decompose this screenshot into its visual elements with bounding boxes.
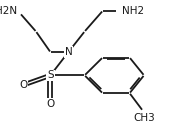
Text: NH2: NH2: [122, 6, 144, 16]
Text: O: O: [46, 99, 55, 109]
Text: CH3: CH3: [133, 113, 155, 123]
Text: O: O: [19, 80, 28, 90]
Text: S: S: [47, 70, 54, 80]
Text: H2N: H2N: [0, 6, 17, 16]
Text: N: N: [64, 47, 72, 57]
